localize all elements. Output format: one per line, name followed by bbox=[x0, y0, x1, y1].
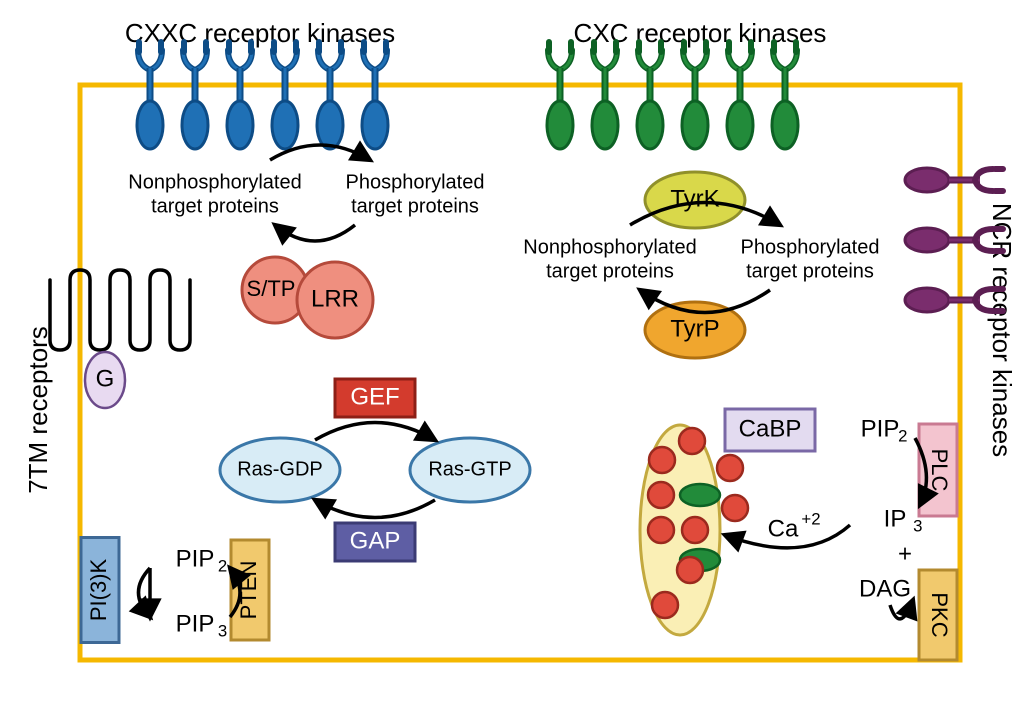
diagram-svg: CXXC receptor kinases CXC receptor kinase… bbox=[0, 0, 1030, 707]
svg-text:target proteins: target proteins bbox=[546, 260, 674, 282]
svg-text:Ras-GDP: Ras-GDP bbox=[237, 458, 323, 480]
svg-text:TyrP: TyrP bbox=[670, 315, 719, 342]
svg-text:LRR: LRR bbox=[311, 285, 359, 312]
svg-text:Ca: Ca bbox=[768, 515, 799, 542]
svg-text:target proteins: target proteins bbox=[746, 260, 874, 282]
svg-text:CXXC receptor kinases: CXXC receptor kinases bbox=[125, 18, 395, 48]
svg-text:PLC: PLC bbox=[927, 449, 952, 492]
svg-text:TyrK: TyrK bbox=[670, 185, 719, 212]
svg-text:PIP: PIP bbox=[861, 415, 900, 442]
svg-text:Phosphorylated: Phosphorylated bbox=[741, 236, 880, 258]
svg-text:Nonphosphorylated: Nonphosphorylated bbox=[128, 171, 301, 193]
svg-text:target proteins: target proteins bbox=[351, 195, 479, 217]
svg-text:PIP: PIP bbox=[176, 610, 215, 637]
svg-text:Phosphorylated: Phosphorylated bbox=[346, 171, 485, 193]
svg-text:target proteins: target proteins bbox=[151, 195, 279, 217]
svg-text:2: 2 bbox=[898, 427, 907, 446]
svg-text:+2: +2 bbox=[801, 509, 820, 528]
svg-text:GAP: GAP bbox=[350, 527, 401, 554]
svg-text:7TM receptors: 7TM receptors bbox=[23, 326, 53, 494]
svg-text:S/TP: S/TP bbox=[247, 276, 296, 301]
svg-text:Nonphosphorylated: Nonphosphorylated bbox=[523, 236, 696, 258]
svg-text:PIP: PIP bbox=[176, 545, 215, 572]
svg-text:NCR receptor kinases: NCR receptor kinases bbox=[987, 203, 1017, 457]
svg-text:+: + bbox=[898, 540, 912, 567]
svg-text:3: 3 bbox=[218, 622, 227, 641]
svg-text:PI(3)K: PI(3)K bbox=[86, 559, 111, 622]
svg-text:2: 2 bbox=[218, 557, 227, 576]
svg-text:PKC: PKC bbox=[927, 592, 952, 637]
svg-text:G: G bbox=[96, 365, 115, 392]
svg-text:Ras-GTP: Ras-GTP bbox=[428, 458, 511, 480]
svg-text:CaBP: CaBP bbox=[739, 415, 802, 442]
svg-text:IP: IP bbox=[884, 505, 907, 532]
svg-text:GEF: GEF bbox=[350, 383, 399, 410]
svg-text:CXC receptor kinases: CXC receptor kinases bbox=[574, 18, 827, 48]
svg-text:3: 3 bbox=[913, 517, 922, 536]
svg-text:DAG: DAG bbox=[859, 575, 911, 602]
